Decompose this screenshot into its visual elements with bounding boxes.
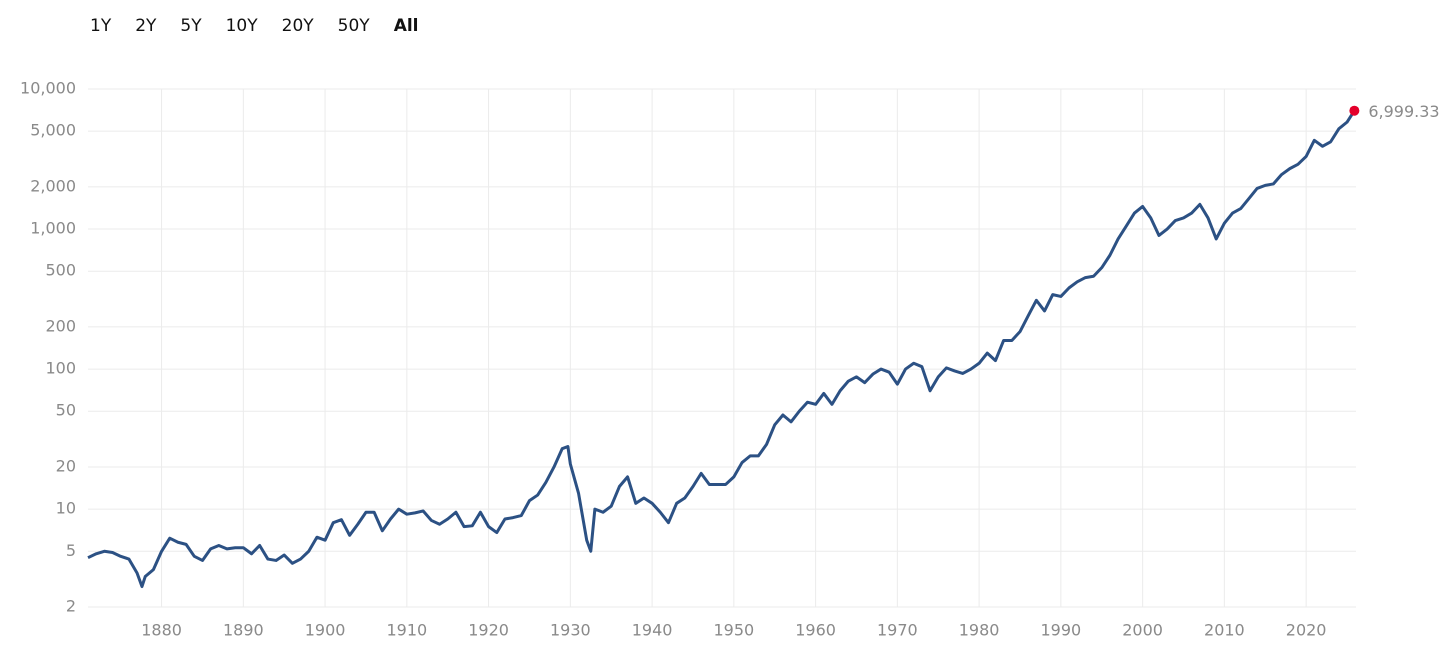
x-tick-label: 2000 <box>1122 621 1163 640</box>
y-tick-label: 1,000 <box>30 219 76 238</box>
x-tick-label: 2010 <box>1204 621 1245 640</box>
range-button[interactable]: 10Y <box>225 16 258 36</box>
range-button[interactable]: All <box>393 16 419 36</box>
y-tick-label: 5,000 <box>30 121 76 140</box>
y-tick-label: 200 <box>45 316 76 335</box>
y-tick-label: 50 <box>56 401 76 420</box>
x-tick-label: 1990 <box>1041 621 1082 640</box>
x-tick-label: 1980 <box>959 621 1000 640</box>
x-tick-label: 1930 <box>550 621 591 640</box>
x-tick-label: 1960 <box>795 621 836 640</box>
y-tick-label: 2 <box>66 597 76 616</box>
x-tick-label: 1890 <box>223 621 264 640</box>
x-tick-label: 1920 <box>468 621 509 640</box>
x-tick-label: 1880 <box>141 621 182 640</box>
range-selector: 1Y 2Y 5Y 10Y 20Y 50Y All <box>80 16 433 36</box>
value-label: 6,999.33 <box>1368 102 1439 121</box>
range-button[interactable]: 20Y <box>281 16 314 36</box>
x-tick-label: 1900 <box>305 621 346 640</box>
y-tick-label: 500 <box>45 261 76 280</box>
x-tick-label: 1970 <box>877 621 918 640</box>
range-button[interactable]: 2Y <box>135 16 157 36</box>
end-marker <box>1349 105 1360 116</box>
y-tick-label: 10 <box>56 499 76 518</box>
range-button[interactable]: 50Y <box>337 16 370 36</box>
y-tick-label: 2,000 <box>30 176 76 195</box>
x-tick-label: 2020 <box>1286 621 1327 640</box>
y-tick-label: 100 <box>45 359 76 378</box>
range-button[interactable]: 1Y <box>90 16 112 36</box>
range-button[interactable]: 5Y <box>180 16 202 36</box>
y-tick-label: 20 <box>56 456 76 475</box>
x-tick-label: 1910 <box>386 621 427 640</box>
x-tick-label: 1940 <box>632 621 673 640</box>
x-tick-label: 1950 <box>713 621 754 640</box>
y-tick-label: 10,000 <box>20 79 76 98</box>
series-line <box>87 109 1356 589</box>
y-tick-label: 5 <box>66 541 76 560</box>
